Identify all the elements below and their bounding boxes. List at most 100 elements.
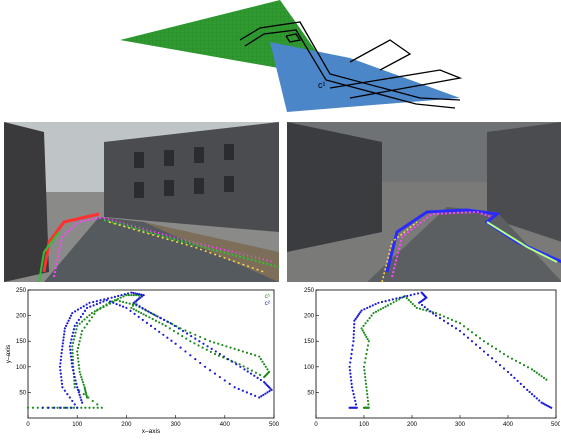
data-point — [151, 317, 154, 321]
data-point — [99, 299, 102, 302]
data-point — [132, 301, 135, 304]
data-point — [126, 292, 130, 295]
data-point — [151, 312, 154, 315]
x-tick-label: 400 — [220, 422, 231, 428]
data-point — [59, 362, 62, 365]
data-point — [130, 291, 133, 294]
data-point — [61, 386, 64, 389]
data-point — [75, 321, 78, 324]
y-tick-label: 200 — [16, 314, 27, 320]
data-point — [367, 403, 370, 406]
data-point — [352, 340, 355, 343]
scatter-plot-right: 0 100 200 300 400 500 50 100 150 200 250 — [280, 284, 561, 442]
data-point — [85, 303, 88, 306]
data-point — [90, 316, 94, 319]
data-point — [266, 391, 269, 394]
data-point — [208, 340, 212, 343]
data-point — [368, 317, 371, 320]
data-point — [352, 393, 355, 396]
data-point — [363, 308, 366, 311]
road-outline — [239, 21, 463, 109]
data-point — [76, 353, 79, 356]
data-point — [258, 396, 261, 399]
data-point — [354, 403, 358, 406]
data-point — [365, 352, 368, 356]
data-point — [82, 305, 85, 308]
data-point — [115, 299, 118, 302]
data-point — [69, 341, 72, 345]
data-point — [409, 294, 412, 297]
data-point — [533, 395, 536, 398]
data-point — [379, 308, 382, 311]
data-point — [115, 302, 118, 306]
data-point — [535, 397, 538, 400]
data-point — [245, 391, 249, 394]
data-point — [420, 303, 424, 307]
data-point — [193, 342, 196, 345]
data-point — [60, 375, 63, 379]
data-point — [349, 372, 352, 375]
scatter-plot-left: 0 100 200 300 400 500 50 100 150 200 250 x–axis y–ax… — [0, 284, 280, 442]
data-point — [85, 396, 89, 399]
data-point — [352, 329, 356, 333]
data-point — [66, 406, 69, 409]
data-point — [110, 296, 113, 299]
data-point — [53, 406, 56, 409]
data-point — [139, 296, 142, 299]
data-point — [156, 315, 159, 318]
data-point — [76, 388, 80, 391]
data-point — [71, 345, 74, 348]
data-point — [490, 345, 494, 348]
data-point — [229, 346, 232, 349]
y-tick-label: 50 — [307, 390, 314, 396]
data-point — [418, 301, 421, 304]
data-point — [78, 340, 81, 343]
data-point — [360, 327, 363, 330]
data-point — [474, 343, 478, 346]
data-point — [69, 352, 72, 355]
data-point — [36, 406, 39, 409]
data-point — [76, 357, 80, 360]
data-point — [62, 406, 66, 409]
data-point — [71, 348, 74, 351]
data-point — [446, 322, 450, 325]
data-point — [254, 394, 257, 397]
data-point — [99, 307, 102, 310]
data-point — [550, 406, 553, 409]
data-point — [370, 314, 373, 317]
series-1 — [360, 295, 548, 409]
data-point — [462, 325, 466, 328]
data-point — [75, 382, 78, 385]
data-point — [85, 316, 89, 319]
data-point — [59, 358, 62, 362]
data-point — [450, 318, 454, 321]
data-point — [95, 302, 98, 306]
data-point — [181, 334, 184, 338]
data-point — [233, 347, 236, 350]
data-point — [73, 334, 76, 338]
data-point — [81, 329, 84, 333]
data-point — [102, 305, 105, 309]
data-point — [514, 359, 518, 362]
data-point — [59, 369, 62, 372]
data-point — [522, 363, 526, 367]
data-point — [243, 368, 246, 371]
data-point — [60, 352, 63, 355]
street-photo-left — [4, 122, 279, 282]
data-point — [362, 324, 365, 327]
data-point — [72, 338, 76, 341]
data-point — [142, 313, 145, 316]
data-point — [80, 375, 83, 379]
data-point — [154, 314, 158, 317]
data-point — [228, 382, 231, 385]
data-point — [366, 319, 369, 322]
data-point — [249, 393, 253, 396]
data-point — [454, 327, 458, 330]
data-point — [415, 306, 418, 310]
data-point — [73, 403, 76, 406]
data-point — [405, 297, 408, 300]
x-tick-label: 100 — [359, 422, 370, 428]
data-point — [366, 306, 369, 310]
data-point — [70, 338, 73, 341]
data-point — [234, 361, 237, 364]
